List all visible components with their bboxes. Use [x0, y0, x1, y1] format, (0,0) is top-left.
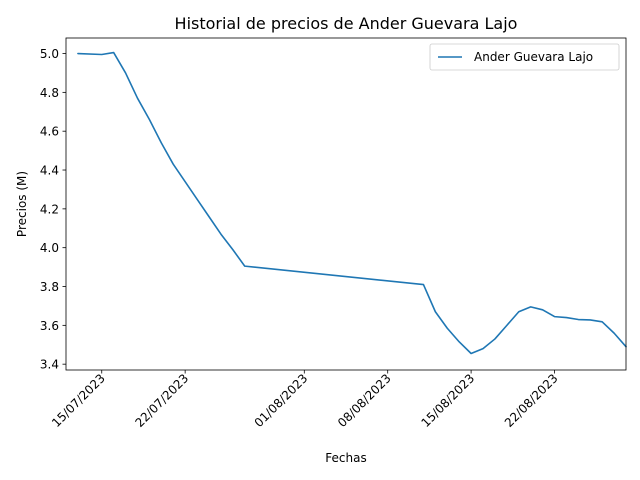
y-axis-label: Precios (M): [15, 171, 29, 237]
legend-label: Ander Guevara Lajo: [474, 50, 593, 64]
x-tick-label: 22/08/2023: [502, 371, 561, 430]
x-tick-label: 01/08/2023: [252, 371, 311, 430]
y-tick-label: 4.8: [40, 86, 59, 100]
price-series-line: [77, 51, 627, 355]
y-axis: 3.4 3.6 3.8 4.0 4.2 4.4 4.6 4.8 5.0: [40, 47, 66, 372]
plot-area: [77, 51, 627, 355]
x-tick-label: 15/08/2023: [418, 371, 477, 430]
x-axis: 15/07/2023 22/07/2023 01/08/2023 08/08/2023…: [49, 370, 561, 430]
x-axis-label: Fechas: [325, 451, 366, 465]
y-tick-label: 5.0: [40, 47, 59, 61]
y-tick-label: 4.0: [40, 241, 59, 255]
legend-box: [429, 43, 620, 71]
legend: Ander Guevara Lajo: [429, 43, 620, 71]
y-tick-label: 3.6: [40, 319, 59, 333]
x-tick-label: 22/07/2023: [132, 371, 191, 430]
y-tick-label: 4.4: [40, 164, 59, 178]
y-tick-label: 3.4: [40, 358, 59, 372]
y-tick-label: 4.2: [40, 202, 59, 216]
x-tick-label: 15/07/2023: [49, 371, 108, 430]
y-tick-label: 4.6: [40, 125, 59, 139]
chart-title: Historial de precios de Ander Guevara La…: [175, 14, 518, 33]
plot-frame: [65, 37, 627, 371]
y-tick-label: 3.8: [40, 280, 59, 294]
x-tick-label: 08/08/2023: [335, 371, 394, 430]
